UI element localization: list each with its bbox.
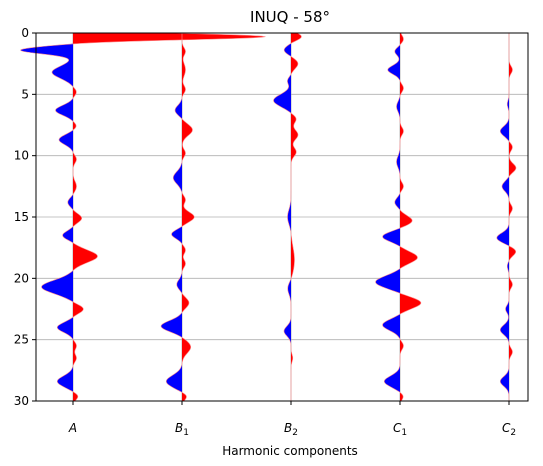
grid [36, 32, 528, 402]
trace-C1-positive [400, 33, 421, 401]
x-tick-label-sub: 1 [183, 428, 189, 438]
trace-A-negative [20, 33, 73, 401]
y-tick-label: 25 [14, 333, 29, 347]
x-tick-label-base: B [284, 421, 292, 435]
y-tick-label: 30 [14, 394, 29, 408]
y-tick-label: 0 [21, 26, 29, 40]
x-tick-label: A [68, 421, 77, 435]
y-tick-label: 10 [14, 149, 29, 163]
x-tick-label-base: C [393, 421, 402, 435]
trace-C1-line [375, 32, 422, 402]
x-tick-label-sub: 1 [401, 428, 407, 438]
trace-B1-positive [182, 33, 195, 401]
y-tick-label: 15 [14, 210, 29, 224]
chart-title: INUQ - 58° [250, 8, 330, 26]
x-tick-label-sub: 2 [510, 428, 516, 438]
x-tick-label-base: B [175, 421, 183, 435]
trace-C2-line [496, 33, 517, 401]
x-tick-label: B1 [175, 421, 189, 438]
y-axis: 0 5 10 15 20 25 30 [14, 26, 36, 408]
y-tick-label: 20 [14, 271, 29, 285]
trace-C2-negative [496, 33, 509, 401]
trace-B1-negative [161, 33, 182, 401]
trace-B2-line [273, 32, 302, 401]
trace-A-line [20, 32, 266, 402]
trace-C2-positive [509, 33, 516, 401]
traces [20, 32, 517, 402]
x-tick-label: B2 [284, 421, 298, 438]
trace-C1-negative [375, 33, 400, 401]
x-tick-label-base: C [502, 421, 511, 435]
y-tick-label: 5 [21, 87, 29, 101]
x-tick-label-sub: 2 [292, 428, 298, 438]
x-tick-label: C1 [393, 421, 407, 438]
trace-B2-negative [273, 33, 291, 401]
x-axis: A B1 B2 C1 C2 [68, 401, 516, 438]
x-tick-label-base: A [68, 421, 77, 435]
trace-B1-line [160, 33, 195, 402]
x-tick-label: C2 [502, 421, 516, 438]
x-axis-label: Harmonic components [222, 444, 358, 458]
